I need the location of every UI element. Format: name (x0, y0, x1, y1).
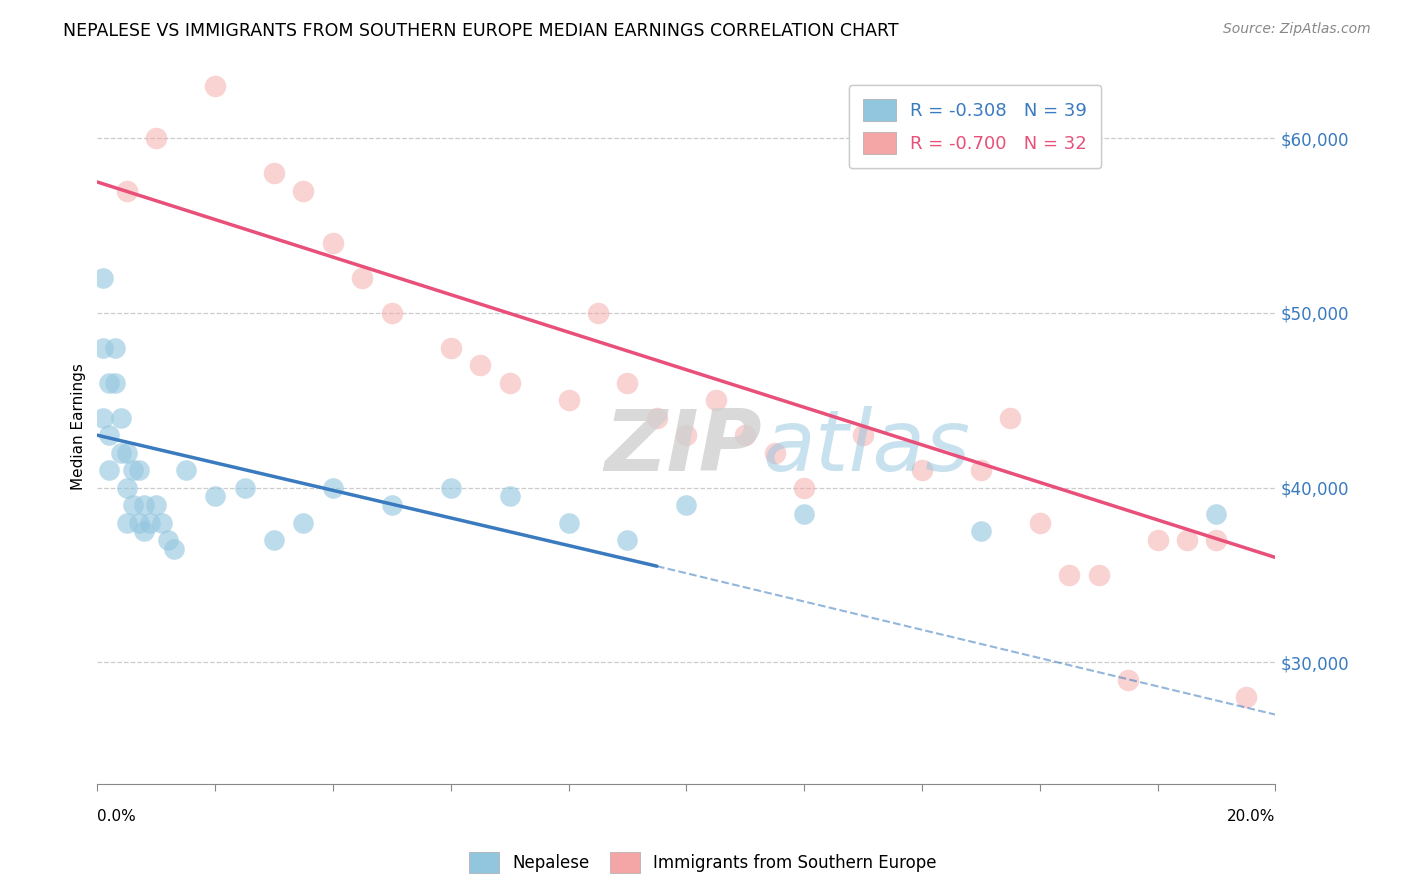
Point (115, 445, 138, 459)
Point (586, 306, 609, 320)
Point (134, 524, 156, 539)
Point (157, 533, 180, 547)
Point (616, 376, 638, 390)
Point (1116, 673, 1139, 687)
Point (763, 445, 786, 459)
Point (852, 428, 875, 442)
Point (1205, 533, 1227, 547)
Point (1175, 533, 1198, 547)
Point (292, 184, 315, 198)
Point (1146, 533, 1168, 547)
Point (110, 445, 132, 459)
Point (970, 524, 993, 539)
Text: NEPALESE VS IMMIGRANTS FROM SOUTHERN EUROPE MEDIAN EARNINGS CORRELATION CHART: NEPALESE VS IMMIGRANTS FROM SOUTHERN EUR… (63, 22, 898, 40)
Point (145, 131, 167, 145)
Point (139, 516, 162, 530)
Point (440, 341, 463, 355)
Point (675, 428, 697, 442)
Point (470, 359, 492, 373)
Point (91, 410, 114, 425)
Point (734, 428, 756, 442)
Text: 0.0%: 0.0% (97, 810, 136, 824)
Y-axis label: Median Earnings: Median Earnings (72, 363, 86, 490)
Point (128, 516, 150, 530)
Point (98, 463, 121, 477)
Point (616, 533, 638, 547)
Point (115, 481, 138, 495)
Point (1087, 568, 1109, 582)
Point (440, 481, 463, 495)
Point (204, 489, 226, 503)
Point (1234, 690, 1257, 705)
Text: atlas: atlas (763, 407, 972, 490)
Point (911, 463, 934, 477)
Point (145, 498, 167, 512)
Point (115, 184, 138, 198)
Point (174, 463, 197, 477)
Point (704, 393, 727, 408)
Point (557, 393, 579, 408)
Point (263, 533, 285, 547)
Point (134, 498, 156, 512)
Point (91, 341, 114, 355)
Point (91, 271, 114, 285)
Point (121, 498, 143, 512)
Point (1029, 516, 1052, 530)
Point (498, 376, 520, 390)
Point (104, 376, 127, 390)
Point (352, 271, 374, 285)
Point (557, 516, 579, 530)
Point (263, 166, 285, 180)
Point (381, 306, 404, 320)
Point (128, 463, 150, 477)
Point (98, 428, 121, 442)
Legend: Nepalese, Immigrants from Southern Europe: Nepalese, Immigrants from Southern Europ… (463, 846, 943, 880)
Point (115, 516, 138, 530)
Point (322, 236, 344, 251)
Point (163, 541, 186, 556)
Point (793, 481, 815, 495)
Point (1205, 507, 1227, 521)
Text: ZIP: ZIP (605, 407, 762, 490)
Point (322, 481, 344, 495)
Point (104, 341, 127, 355)
Point (98, 376, 121, 390)
Point (675, 498, 697, 512)
Point (110, 410, 132, 425)
Point (233, 481, 256, 495)
Text: 20.0%: 20.0% (1227, 810, 1275, 824)
Point (121, 463, 143, 477)
Point (645, 410, 668, 425)
Point (793, 507, 815, 521)
Point (1057, 568, 1080, 582)
Text: Source: ZipAtlas.com: Source: ZipAtlas.com (1223, 22, 1371, 37)
Point (970, 463, 993, 477)
Point (381, 498, 404, 512)
Legend: R = -0.308   N = 39, R = -0.700   N = 32: R = -0.308 N = 39, R = -0.700 N = 32 (849, 85, 1101, 169)
Point (150, 516, 173, 530)
Point (292, 516, 315, 530)
Point (498, 489, 520, 503)
Point (204, 78, 226, 93)
Point (1000, 410, 1022, 425)
